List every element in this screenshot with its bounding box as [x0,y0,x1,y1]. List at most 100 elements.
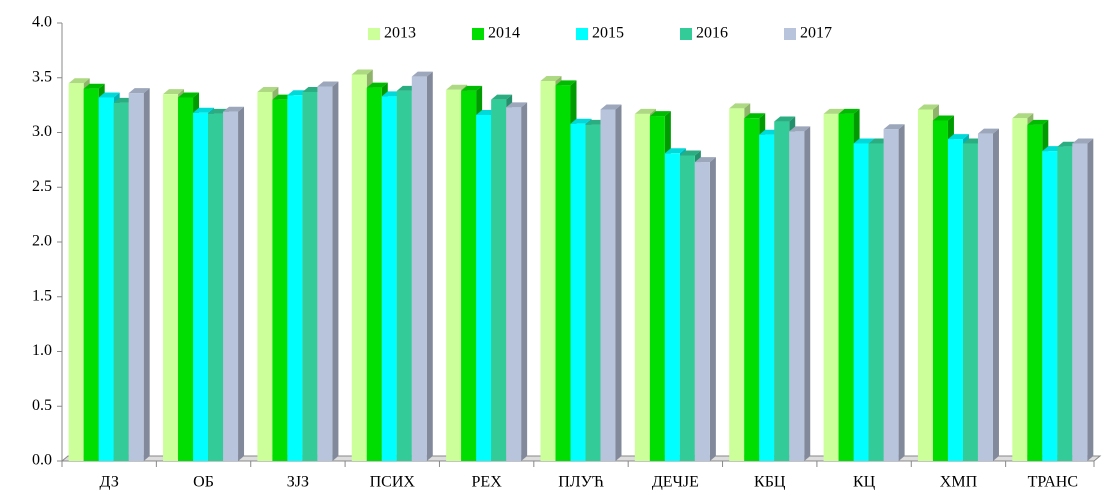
bar [774,121,790,462]
y-tick-label: 1.5 [32,287,52,304]
bar-top [540,76,562,82]
legend-label: 2016 [696,25,728,42]
bar [962,143,978,461]
bar [540,81,556,461]
legend-swatch [680,28,692,40]
bar [208,113,224,461]
bar-top [1012,113,1034,119]
bar-side [709,157,716,461]
x-tick-label: ТРАНС [1028,474,1078,491]
bar [83,88,99,461]
legend-swatch [368,28,380,40]
bar-top [446,84,468,90]
bar [823,113,839,461]
bar [868,143,884,461]
bar-top [570,118,592,124]
bar-top [774,116,796,122]
bar [977,133,993,461]
bar-top [491,94,513,100]
bar [853,143,869,461]
bar [649,116,665,461]
x-tick-label: ДЗ [100,474,119,491]
x-tick-label: ХМП [940,474,978,491]
bar [570,123,586,462]
bar-top [649,111,671,117]
bar-top [317,81,339,87]
bar [600,109,616,461]
bar-top [351,69,373,75]
bar-top [223,106,245,112]
legend-label: 2015 [592,25,624,42]
bar [1042,151,1058,462]
x-tick-label: КЦ [853,474,876,491]
bar [113,102,129,461]
bar-top [178,92,200,98]
bar [98,97,114,462]
bar-top [555,80,577,86]
bar [366,87,382,461]
bar [302,91,318,462]
y-tick-label: 4.0 [32,14,52,31]
bar-side [426,71,433,461]
bar-top [838,108,860,114]
y-tick-label: 0.0 [32,452,52,469]
bar-top [977,128,999,134]
bar-side [992,128,999,461]
bar-side [898,124,905,461]
bar-top [68,78,90,84]
y-tick-label: 3.0 [32,123,52,140]
legend-label: 2017 [800,25,832,42]
x-tick-label: РЕХ [472,474,503,491]
x-tick-label: ДЕЧЈЕ [652,474,699,491]
bar-side [332,81,339,461]
bar [1057,146,1073,462]
bar [838,113,854,461]
bar [729,108,745,461]
bar-side [143,88,150,461]
bar [744,118,760,461]
bar-side [804,126,811,461]
bar-top [366,82,388,88]
bar [163,94,179,462]
bar [789,131,805,461]
bar-top [600,104,622,110]
bar [932,120,948,461]
bar-top [823,108,845,114]
bar-side [238,106,245,461]
bar-side [615,104,622,461]
bar [883,129,899,461]
bar-top [729,103,751,109]
bar-top [411,71,433,77]
bar-top [128,88,150,94]
y-tick-label: 2.0 [32,233,52,250]
bar-top [257,86,279,92]
bar [585,124,601,462]
bar [694,162,710,461]
bar [317,86,333,461]
bar [555,85,571,461]
bar-top [744,113,766,119]
bar-side [1087,138,1094,461]
bar [1012,118,1028,461]
bar-top [694,157,716,163]
bar [396,90,412,461]
bar [1072,143,1088,461]
bar [128,93,144,461]
bar-top [163,89,185,95]
legend-label: 2013 [384,25,416,42]
x-tick-label: ПСИХ [370,474,416,491]
bar-top [917,104,939,110]
bar [461,90,477,461]
bar-top [1072,138,1094,144]
bar-top [883,124,905,130]
bar-top [1027,119,1049,125]
x-tick-label: ЗЈЗ [287,474,309,491]
y-tick-label: 0.5 [32,397,52,414]
y-tick-label: 2.5 [32,178,52,195]
legend-swatch [472,28,484,40]
legend-label: 2014 [488,25,520,42]
bar [664,153,680,461]
bar [634,113,650,461]
bar [491,99,507,462]
